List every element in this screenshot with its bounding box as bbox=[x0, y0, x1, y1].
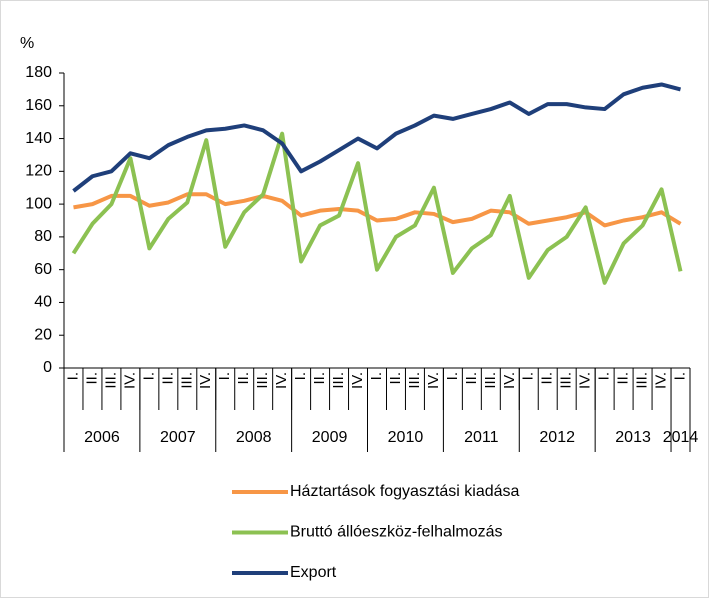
x-tick-label: IV. bbox=[349, 372, 366, 389]
year-label: 2010 bbox=[388, 429, 424, 446]
x-tick-label: IV. bbox=[273, 372, 290, 389]
y-tick-label: 180 bbox=[25, 64, 52, 81]
x-tick-label: I. bbox=[520, 372, 537, 380]
x-tick-label: II. bbox=[463, 372, 480, 385]
x-tick-label: I. bbox=[292, 372, 309, 380]
y-tick-label: 20 bbox=[34, 326, 52, 343]
x-tick-label: III. bbox=[254, 372, 271, 389]
x-tick-label: I. bbox=[444, 372, 461, 380]
year-label: 2006 bbox=[84, 429, 120, 446]
year-label: 2009 bbox=[312, 429, 348, 446]
x-tick-label: IV. bbox=[425, 372, 442, 389]
x-tick-label: IV. bbox=[653, 372, 670, 389]
x-tick-label: IV. bbox=[121, 372, 138, 389]
y-tick-label: 60 bbox=[34, 261, 52, 278]
x-tick-label: II. bbox=[615, 372, 632, 385]
year-label: 2007 bbox=[160, 429, 196, 446]
x-tick-label: III. bbox=[558, 372, 575, 389]
year-label: 2008 bbox=[236, 429, 272, 446]
y-axis-label: % bbox=[20, 35, 34, 52]
legend-label: Bruttó állóeszköz-felhalmozás bbox=[290, 524, 503, 541]
series-line bbox=[71, 131, 683, 285]
x-tick-label: III. bbox=[406, 372, 423, 389]
x-tick-label: III. bbox=[634, 372, 651, 389]
legend-label: Háztartások fogyasztási kiadása bbox=[290, 483, 520, 500]
x-tick-label: II. bbox=[539, 372, 556, 385]
year-label: 2013 bbox=[615, 429, 651, 446]
x-tick-label: IV. bbox=[577, 372, 594, 389]
y-tick-label: 140 bbox=[25, 130, 52, 147]
x-tick-label: I. bbox=[671, 372, 688, 380]
x-tick-label: I. bbox=[64, 372, 81, 380]
x-tick-label: I. bbox=[368, 372, 385, 380]
x-tick-label: IV. bbox=[501, 372, 518, 389]
y-tick-label: 160 bbox=[25, 97, 52, 114]
year-label: 2011 bbox=[464, 429, 499, 446]
x-tick-label: III. bbox=[102, 372, 119, 389]
x-tick-label: II. bbox=[311, 372, 328, 385]
x-tick-label: IV. bbox=[197, 372, 214, 389]
y-tick-label: 120 bbox=[25, 163, 52, 180]
x-tick-label: II. bbox=[83, 372, 100, 385]
y-tick-label: 40 bbox=[34, 294, 52, 311]
x-tick-label: II. bbox=[387, 372, 404, 385]
x-tick-label: I. bbox=[596, 372, 613, 380]
y-tick-label: 0 bbox=[43, 359, 52, 376]
x-tick-label: II. bbox=[235, 372, 252, 385]
x-tick-label: III. bbox=[178, 372, 195, 389]
series-line bbox=[72, 82, 682, 193]
x-tick-label: III. bbox=[330, 372, 347, 389]
year-label: 2012 bbox=[539, 429, 575, 446]
x-tick-label: III. bbox=[482, 372, 499, 389]
legend-label: Export bbox=[290, 564, 337, 581]
x-tick-label: I. bbox=[140, 372, 157, 380]
y-tick-label: 80 bbox=[34, 228, 52, 245]
y-tick-label: 100 bbox=[25, 195, 52, 212]
x-tick-label: II. bbox=[159, 372, 176, 385]
year-label: 2014 bbox=[663, 429, 699, 446]
x-tick-label: I. bbox=[216, 372, 233, 380]
